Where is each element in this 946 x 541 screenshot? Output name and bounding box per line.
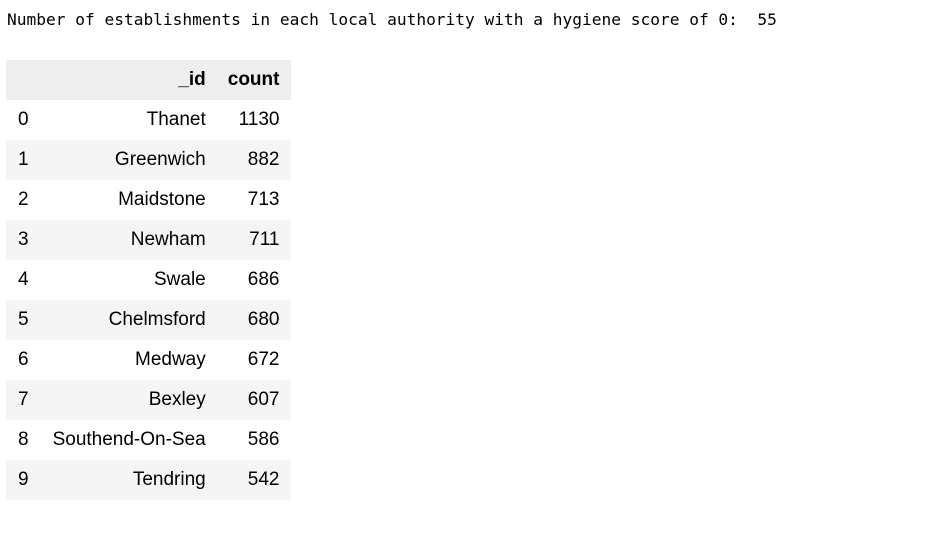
cell-count: 586 (247, 429, 280, 450)
cell-count: 882 (247, 149, 280, 170)
cell-id: Chelmsford (108, 309, 206, 330)
table-body: 0 Thanet 1130 1 Greenwich 882 2 Maidston… (6, 100, 292, 500)
table-row: 8 Southend-On-Sea 586 (6, 420, 292, 460)
column-header-id: _id (178, 69, 206, 90)
cell-count: 713 (247, 189, 280, 210)
header-row: _id count (6, 60, 292, 100)
cell-count: 542 (247, 469, 280, 490)
table-row: 9 Tendring 542 (6, 460, 292, 500)
row-index: 2 (18, 189, 29, 210)
cell-count: 672 (247, 349, 280, 370)
index-column-header (6, 60, 41, 100)
cell-id: Swale (154, 269, 206, 290)
table-row: 7 Bexley 607 (6, 380, 292, 420)
column-header-count: count (227, 69, 280, 90)
row-index: 1 (18, 149, 29, 170)
cell-count: 711 (249, 229, 280, 250)
cell-count: 1130 (238, 109, 280, 130)
table-row: 0 Thanet 1130 (6, 100, 292, 140)
cell-id: Medway (135, 349, 206, 370)
cell-count: 686 (247, 269, 280, 290)
row-index: 5 (18, 309, 29, 330)
cell-id: Newham (130, 229, 206, 250)
table-row: 6 Medway 672 (6, 340, 292, 380)
cell-count: 680 (247, 309, 280, 330)
row-index: 6 (18, 349, 29, 370)
table-row: 4 Swale 686 (6, 260, 292, 300)
table-row: 3 Newham 711 (6, 220, 292, 260)
cell-id: Southend-On-Sea (52, 429, 206, 450)
table-row: 1 Greenwich 882 (6, 140, 292, 180)
row-index: 8 (18, 429, 29, 450)
row-index: 9 (18, 469, 29, 490)
cell-count: 607 (247, 389, 280, 410)
dataframe-table: _id count 0 Thanet 1130 1 Greenwich 882 … (6, 60, 292, 500)
cell-id: Greenwich (114, 149, 206, 170)
row-index: 4 (18, 269, 29, 290)
cell-id: Thanet (146, 109, 206, 130)
row-index: 3 (18, 229, 29, 250)
table-row: 5 Chelmsford 680 (6, 300, 292, 340)
print-output-text: Number of establishments in each local a… (7, 10, 777, 29)
cell-id: Tendring (132, 469, 206, 490)
table-row: 2 Maidstone 713 (6, 180, 292, 220)
row-index: 0 (18, 109, 29, 130)
row-index: 7 (18, 389, 29, 410)
table-header: _id count (6, 60, 292, 100)
cell-id: Maidstone (118, 189, 206, 210)
cell-id: Bexley (148, 389, 206, 410)
